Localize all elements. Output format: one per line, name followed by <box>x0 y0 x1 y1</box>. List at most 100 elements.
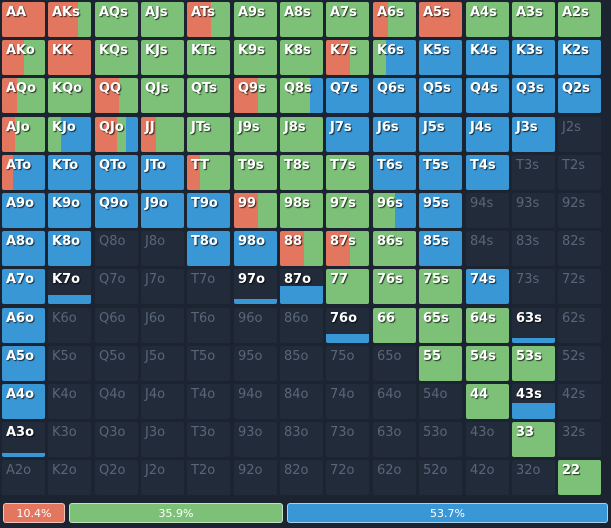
hand-cell-63o[interactable]: 63o <box>373 422 416 457</box>
hand-cell-ats[interactable]: ATs <box>187 2 230 37</box>
hand-cell-76s[interactable]: 76s <box>373 269 416 304</box>
hand-cell-kjo[interactable]: KJo <box>48 117 91 152</box>
hand-cell-86s[interactable]: 86s <box>373 231 416 266</box>
hand-cell-75o[interactable]: 75o <box>326 346 369 381</box>
hand-cell-t2o[interactable]: T2o <box>187 460 230 495</box>
hand-cell-a4o[interactable]: A4o <box>2 384 45 419</box>
hand-cell-t5o[interactable]: T5o <box>187 346 230 381</box>
hand-cell-t7o[interactable]: T7o <box>187 269 230 304</box>
hand-cell-q7o[interactable]: Q7o <box>95 269 138 304</box>
hand-cell-ako[interactable]: AKo <box>2 40 45 75</box>
hand-cell-72o[interactable]: 72o <box>326 460 369 495</box>
hand-cell-64s[interactable]: 64s <box>466 308 509 343</box>
hand-cell-q5o[interactable]: Q5o <box>95 346 138 381</box>
hand-cell-j8o[interactable]: J8o <box>141 231 184 266</box>
hand-cell-53s[interactable]: 53s <box>512 346 555 381</box>
hand-cell-85o[interactable]: 85o <box>280 346 323 381</box>
hand-cell-42s[interactable]: 42s <box>558 384 601 419</box>
hand-cell-96o[interactable]: 96o <box>234 308 277 343</box>
hand-cell-kk[interactable]: KK <box>48 40 91 75</box>
hand-cell-tt[interactable]: TT <box>187 155 230 190</box>
hand-cell-43s[interactable]: 43s <box>512 384 555 419</box>
hand-cell-a9o[interactable]: A9o <box>2 193 45 228</box>
hand-cell-77[interactable]: 77 <box>326 269 369 304</box>
hand-cell-aqs[interactable]: AQs <box>95 2 138 37</box>
hand-cell-73s[interactable]: 73s <box>512 269 555 304</box>
hand-cell-82s[interactable]: 82s <box>558 231 601 266</box>
hand-cell-32s[interactable]: 32s <box>558 422 601 457</box>
hand-cell-k4s[interactable]: K4s <box>466 40 509 75</box>
hand-cell-72s[interactable]: 72s <box>558 269 601 304</box>
hand-cell-a6o[interactable]: A6o <box>2 308 45 343</box>
hand-cell-k9s[interactable]: K9s <box>234 40 277 75</box>
hand-cell-43o[interactable]: 43o <box>466 422 509 457</box>
hand-cell-q2o[interactable]: Q2o <box>95 460 138 495</box>
hand-cell-q7s[interactable]: Q7s <box>326 78 369 113</box>
hand-cell-t8o[interactable]: T8o <box>187 231 230 266</box>
hand-cell-88[interactable]: 88 <box>280 231 323 266</box>
hand-cell-42o[interactable]: 42o <box>466 460 509 495</box>
hand-cell-a9s[interactable]: A9s <box>234 2 277 37</box>
hand-cell-ajo[interactable]: AJo <box>2 117 45 152</box>
hand-cell-a4s[interactable]: A4s <box>466 2 509 37</box>
hand-cell-94s[interactable]: 94s <box>466 193 509 228</box>
hand-cell-95o[interactable]: 95o <box>234 346 277 381</box>
hand-cell-aa[interactable]: AA <box>2 2 45 37</box>
hand-cell-kjs[interactable]: KJs <box>141 40 184 75</box>
hand-cell-k8o[interactable]: K8o <box>48 231 91 266</box>
hand-cell-kto[interactable]: KTo <box>48 155 91 190</box>
hand-cell-97s[interactable]: 97s <box>326 193 369 228</box>
hand-cell-44[interactable]: 44 <box>466 384 509 419</box>
hand-cell-kqo[interactable]: KQo <box>48 78 91 113</box>
hand-cell-52s[interactable]: 52s <box>558 346 601 381</box>
hand-cell-92s[interactable]: 92s <box>558 193 601 228</box>
hand-cell-aqo[interactable]: AQo <box>2 78 45 113</box>
hand-cell-a7o[interactable]: A7o <box>2 269 45 304</box>
hand-cell-a8o[interactable]: A8o <box>2 231 45 266</box>
hand-cell-ajs[interactable]: AJs <box>141 2 184 37</box>
hand-cell-k8s[interactable]: K8s <box>280 40 323 75</box>
hand-cell-k3o[interactable]: K3o <box>48 422 91 457</box>
hand-cell-32o[interactable]: 32o <box>512 460 555 495</box>
hand-cell-a2s[interactable]: A2s <box>558 2 601 37</box>
hand-cell-qts[interactable]: QTs <box>187 78 230 113</box>
hand-cell-ato[interactable]: ATo <box>2 155 45 190</box>
hand-cell-t4s[interactable]: T4s <box>466 155 509 190</box>
hand-cell-q2s[interactable]: Q2s <box>558 78 601 113</box>
hand-cell-a5o[interactable]: A5o <box>2 346 45 381</box>
hand-cell-jj[interactable]: JJ <box>141 117 184 152</box>
hand-cell-qjo[interactable]: QJo <box>95 117 138 152</box>
hand-cell-63s[interactable]: 63s <box>512 308 555 343</box>
hand-cell-a2o[interactable]: A2o <box>2 460 45 495</box>
hand-cell-22[interactable]: 22 <box>558 460 601 495</box>
hand-cell-99[interactable]: 99 <box>234 193 277 228</box>
hand-cell-j8s[interactable]: J8s <box>280 117 323 152</box>
hand-cell-jts[interactable]: JTs <box>187 117 230 152</box>
hand-cell-k4o[interactable]: K4o <box>48 384 91 419</box>
hand-cell-a8s[interactable]: A8s <box>280 2 323 37</box>
hand-cell-84s[interactable]: 84s <box>466 231 509 266</box>
hand-cell-t8s[interactable]: T8s <box>280 155 323 190</box>
hand-cell-a3o[interactable]: A3o <box>2 422 45 457</box>
hand-cell-k2s[interactable]: K2s <box>558 40 601 75</box>
hand-cell-j3s[interactable]: J3s <box>512 117 555 152</box>
hand-cell-33[interactable]: 33 <box>512 422 555 457</box>
hand-cell-65o[interactable]: 65o <box>373 346 416 381</box>
hand-cell-84o[interactable]: 84o <box>280 384 323 419</box>
hand-cell-76o[interactable]: 76o <box>326 308 369 343</box>
hand-cell-87s[interactable]: 87s <box>326 231 369 266</box>
hand-cell-t7s[interactable]: T7s <box>326 155 369 190</box>
hand-cell-98s[interactable]: 98s <box>280 193 323 228</box>
hand-cell-62s[interactable]: 62s <box>558 308 601 343</box>
hand-cell-74s[interactable]: 74s <box>466 269 509 304</box>
hand-cell-t3s[interactable]: T3s <box>512 155 555 190</box>
hand-cell-a3s[interactable]: A3s <box>512 2 555 37</box>
hand-cell-95s[interactable]: 95s <box>419 193 462 228</box>
hand-cell-j9o[interactable]: J9o <box>141 193 184 228</box>
hand-cell-74o[interactable]: 74o <box>326 384 369 419</box>
hand-cell-j6s[interactable]: J6s <box>373 117 416 152</box>
hand-cell-t3o[interactable]: T3o <box>187 422 230 457</box>
hand-cell-55[interactable]: 55 <box>419 346 462 381</box>
hand-cell-q8o[interactable]: Q8o <box>95 231 138 266</box>
hand-cell-j4s[interactable]: J4s <box>466 117 509 152</box>
